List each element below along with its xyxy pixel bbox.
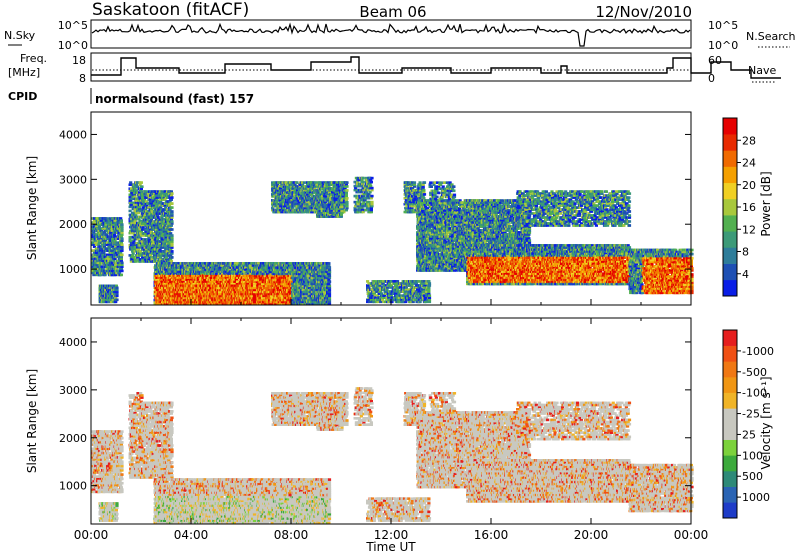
cpid-label: CPID [8, 90, 37, 103]
power-heatmap [91, 177, 694, 306]
nave-tick-high: 60 [708, 54, 722, 67]
nsky-label: N.Sky [4, 29, 36, 42]
heatmap-cell [120, 243, 123, 246]
freq-panel [91, 53, 691, 81]
nsky-tick-high: 10^5 [58, 19, 88, 32]
heatmap-cell [120, 223, 123, 226]
heatmap-cell [120, 262, 123, 265]
heatmap-cell [120, 237, 123, 240]
nsky-trace [92, 24, 690, 46]
nave-tick-low: 0 [708, 72, 715, 85]
radar-figure: Saskatoon (fitACF) Beam 06 12/Nov/2010 N… [0, 0, 800, 554]
freq-unit-label: [MHz] [8, 66, 40, 79]
heatmap-cell [120, 274, 123, 277]
freq-tick-high: 18 [72, 54, 86, 67]
date-title: 12/Nov/2010 [595, 3, 692, 21]
nsearch-tick-low: 10^0 [708, 39, 738, 52]
heatmap-cell [120, 270, 123, 273]
nsearch-tick-high: 10^5 [708, 19, 738, 32]
beam-title: Beam 06 [359, 3, 426, 21]
nsky-panel [91, 20, 691, 48]
nsky-tick-low: 10^0 [58, 39, 88, 52]
heatmap-cell [120, 219, 123, 222]
freq-tick-low: 8 [79, 72, 86, 85]
station-title: Saskatoon (fitACF) [92, 0, 249, 20]
nsearch-label: N.Search [746, 30, 796, 43]
freq-label: Freq. [20, 52, 47, 65]
freq-trace [91, 57, 781, 78]
heatmap-cell [120, 254, 123, 257]
nave-label: Nave [748, 64, 776, 77]
cpid-value: normalsound (fast) 157 [95, 92, 254, 106]
